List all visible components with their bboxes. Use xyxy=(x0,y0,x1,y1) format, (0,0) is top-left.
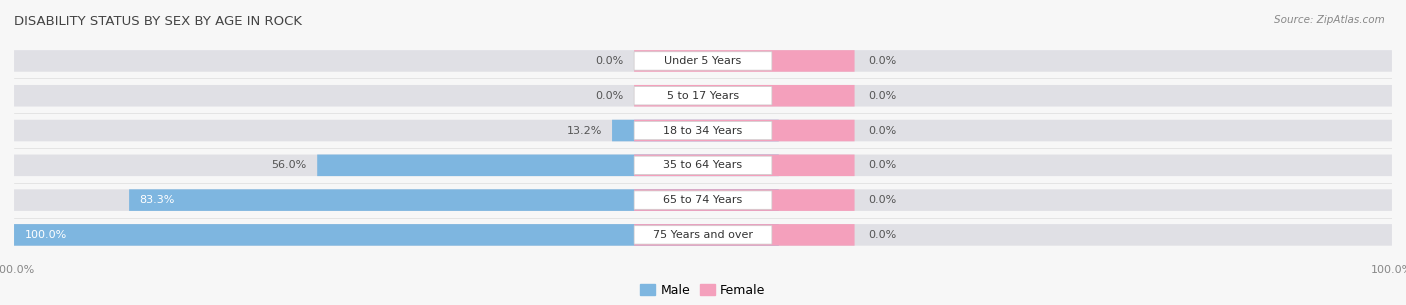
FancyBboxPatch shape xyxy=(634,52,772,70)
FancyBboxPatch shape xyxy=(634,191,772,209)
Text: 0.0%: 0.0% xyxy=(869,195,897,205)
Text: 83.3%: 83.3% xyxy=(139,195,174,205)
FancyBboxPatch shape xyxy=(634,156,772,174)
FancyBboxPatch shape xyxy=(14,120,1392,141)
FancyBboxPatch shape xyxy=(634,226,772,244)
FancyBboxPatch shape xyxy=(129,189,779,211)
FancyBboxPatch shape xyxy=(318,155,779,176)
Text: 100.0%: 100.0% xyxy=(24,230,66,240)
Text: 5 to 17 Years: 5 to 17 Years xyxy=(666,91,740,101)
FancyBboxPatch shape xyxy=(14,224,779,246)
Text: 13.2%: 13.2% xyxy=(567,126,602,135)
FancyBboxPatch shape xyxy=(634,85,855,106)
Text: 56.0%: 56.0% xyxy=(271,160,307,170)
FancyBboxPatch shape xyxy=(14,85,1392,106)
FancyBboxPatch shape xyxy=(14,155,1392,176)
FancyBboxPatch shape xyxy=(634,155,855,176)
Legend: Male, Female: Male, Female xyxy=(636,279,770,302)
Text: 0.0%: 0.0% xyxy=(869,56,897,66)
Text: 0.0%: 0.0% xyxy=(869,126,897,135)
Text: 0.0%: 0.0% xyxy=(869,160,897,170)
Text: DISABILITY STATUS BY SEX BY AGE IN ROCK: DISABILITY STATUS BY SEX BY AGE IN ROCK xyxy=(14,16,302,28)
FancyBboxPatch shape xyxy=(14,50,1392,72)
Text: 18 to 34 Years: 18 to 34 Years xyxy=(664,126,742,135)
FancyBboxPatch shape xyxy=(634,120,855,141)
Text: 65 to 74 Years: 65 to 74 Years xyxy=(664,195,742,205)
FancyBboxPatch shape xyxy=(634,87,772,105)
FancyBboxPatch shape xyxy=(634,189,855,211)
FancyBboxPatch shape xyxy=(634,224,855,246)
Text: 0.0%: 0.0% xyxy=(596,91,624,101)
Text: Under 5 Years: Under 5 Years xyxy=(665,56,741,66)
Text: 0.0%: 0.0% xyxy=(869,230,897,240)
FancyBboxPatch shape xyxy=(14,224,1392,246)
FancyBboxPatch shape xyxy=(634,50,855,72)
Text: 35 to 64 Years: 35 to 64 Years xyxy=(664,160,742,170)
FancyBboxPatch shape xyxy=(14,189,1392,211)
Text: 0.0%: 0.0% xyxy=(596,56,624,66)
FancyBboxPatch shape xyxy=(634,121,772,140)
Text: Source: ZipAtlas.com: Source: ZipAtlas.com xyxy=(1274,15,1385,25)
FancyBboxPatch shape xyxy=(612,120,779,141)
Text: 75 Years and over: 75 Years and over xyxy=(652,230,754,240)
Text: 0.0%: 0.0% xyxy=(869,91,897,101)
